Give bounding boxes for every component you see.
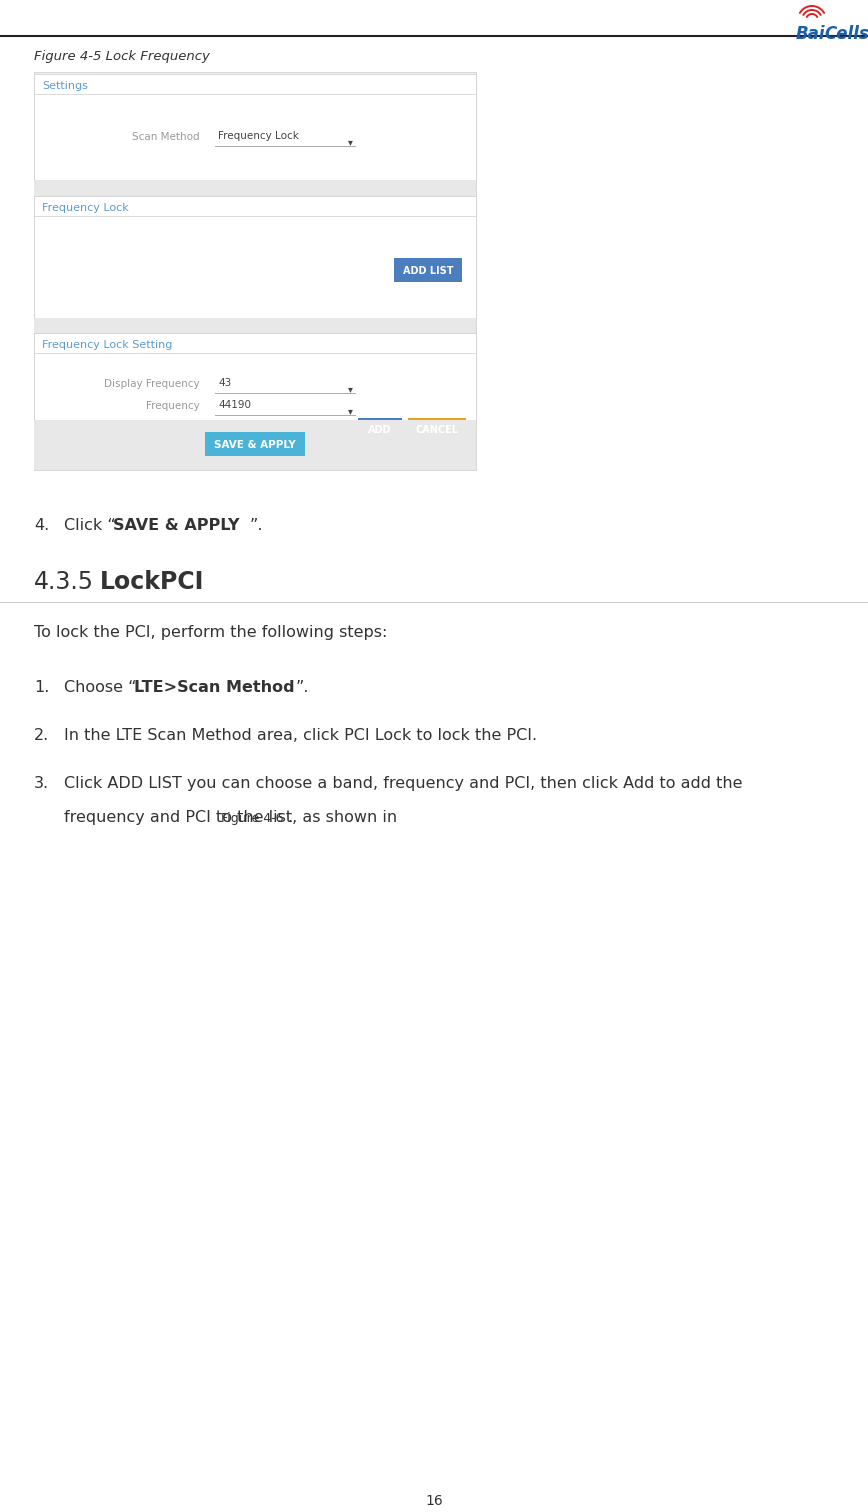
Text: LockPCI: LockPCI [100, 570, 204, 594]
Bar [205, 432, 305, 457]
Text: To lock the PCI, perform the following steps:: To lock the PCI, perform the following s… [34, 624, 387, 640]
Text: Frequency Lock: Frequency Lock [218, 132, 299, 141]
Text: Display Frequency: Display Frequency [104, 380, 200, 389]
Text: LTE>Scan Method: LTE>Scan Method [134, 680, 294, 696]
Text: Frequency Lock: Frequency Lock [42, 203, 128, 213]
Text: ▾: ▾ [348, 384, 353, 395]
Bar [34, 333, 476, 420]
Text: 4.3.5: 4.3.5 [34, 570, 94, 594]
Text: ”.: ”. [296, 680, 310, 696]
Text: 16: 16 [425, 1494, 443, 1507]
Text: 2.: 2. [34, 727, 49, 742]
Text: Scan Method: Scan Method [133, 132, 200, 142]
Text: 3.: 3. [34, 776, 49, 791]
Text: 43: 43 [218, 378, 231, 389]
Text: Cells: Cells [824, 26, 868, 42]
Text: Frequency: Frequency [146, 401, 200, 411]
Text: CANCEL: CANCEL [416, 425, 458, 435]
Bar [394, 259, 462, 283]
Bar [34, 318, 476, 333]
Text: ▾: ▾ [348, 138, 353, 147]
Text: SAVE & APPLY: SAVE & APPLY [214, 440, 296, 451]
Text: ADD: ADD [368, 425, 391, 435]
Bar [34, 420, 476, 470]
Text: ”.: ”. [250, 519, 264, 534]
Text: ▾: ▾ [348, 407, 353, 416]
Text: Choose “: Choose “ [64, 680, 136, 696]
Text: Frequency Lock Setting: Frequency Lock Setting [42, 340, 173, 349]
Bar [358, 417, 402, 440]
Text: Bai: Bai [796, 26, 825, 42]
Text: In the LTE Scan Method area, click PCI Lock to lock the PCI.: In the LTE Scan Method area, click PCI L… [64, 727, 537, 742]
Text: SAVE & APPLY: SAVE & APPLY [113, 519, 240, 534]
Bar [34, 197, 476, 318]
Text: frequency and PCI to the list, as shown in: frequency and PCI to the list, as shown … [64, 810, 402, 826]
Text: Click ADD LIST you can choose a band, frequency and PCI, then click Add to add t: Click ADD LIST you can choose a band, fr… [64, 776, 742, 791]
Text: 4.: 4. [34, 519, 49, 534]
Text: Figure 4-6: Figure 4-6 [221, 812, 284, 826]
Bar [408, 417, 466, 440]
Text: Figure 4-5 Lock Frequency: Figure 4-5 Lock Frequency [34, 50, 210, 64]
Bar [34, 180, 476, 197]
Text: ADD LIST: ADD LIST [403, 266, 453, 277]
Text: Settings: Settings [42, 82, 88, 91]
Text: 1.: 1. [34, 680, 49, 696]
Text: 44190: 44190 [218, 401, 251, 410]
Bar [34, 74, 476, 180]
Text: Click “: Click “ [64, 519, 115, 534]
Bar [34, 73, 476, 470]
Text: .: . [287, 810, 293, 826]
